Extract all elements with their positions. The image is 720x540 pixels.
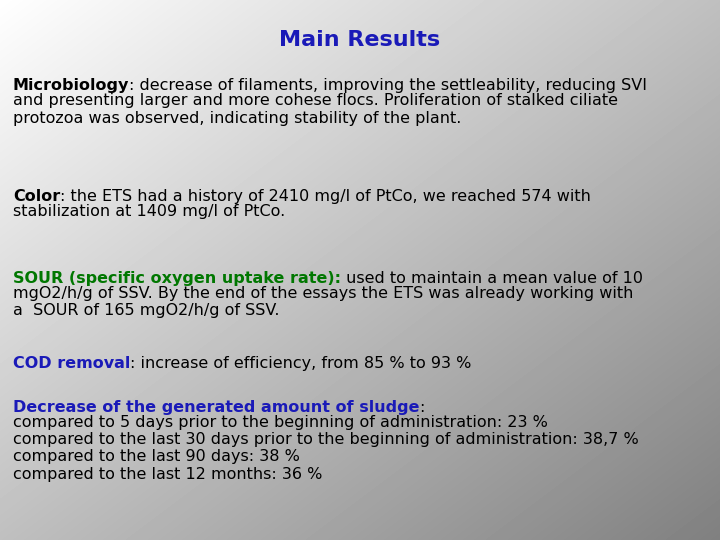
Text: mgO2/h/g of SSV. By the end of the essays the ETS was already working with
a  SO: mgO2/h/g of SSV. By the end of the essay… xyxy=(13,286,634,319)
Text: compared to 5 days prior to the beginning of administration: 23 %
compared to th: compared to 5 days prior to the beginnin… xyxy=(13,415,639,482)
Text: stabilization at 1409 mg/l of PtCo.: stabilization at 1409 mg/l of PtCo. xyxy=(13,204,285,219)
Text: : the ETS had a history of 2410 mg/l of PtCo, we reached 574 with: : the ETS had a history of 2410 mg/l of … xyxy=(60,189,591,204)
Text: : increase of efficiency, from 85 % to 93 %: : increase of efficiency, from 85 % to 9… xyxy=(130,356,472,372)
Text: Decrease of the generated amount of sludge: Decrease of the generated amount of slud… xyxy=(13,400,420,415)
Text: and presenting larger and more cohese flocs. Proliferation of stalked ciliate
pr: and presenting larger and more cohese fl… xyxy=(13,93,618,126)
Text: SOUR (specific oxygen uptake rate):: SOUR (specific oxygen uptake rate): xyxy=(13,271,341,286)
Text: Main Results: Main Results xyxy=(279,30,441,50)
Text: COD removal: COD removal xyxy=(13,356,130,372)
Text: : decrease of filaments, improving the settleability, reducing SVI: : decrease of filaments, improving the s… xyxy=(130,78,647,93)
Text: Color: Color xyxy=(13,189,60,204)
Text: used to maintain a mean value of 10: used to maintain a mean value of 10 xyxy=(341,271,643,286)
Text: Microbiology: Microbiology xyxy=(13,78,130,93)
Text: :: : xyxy=(420,400,425,415)
